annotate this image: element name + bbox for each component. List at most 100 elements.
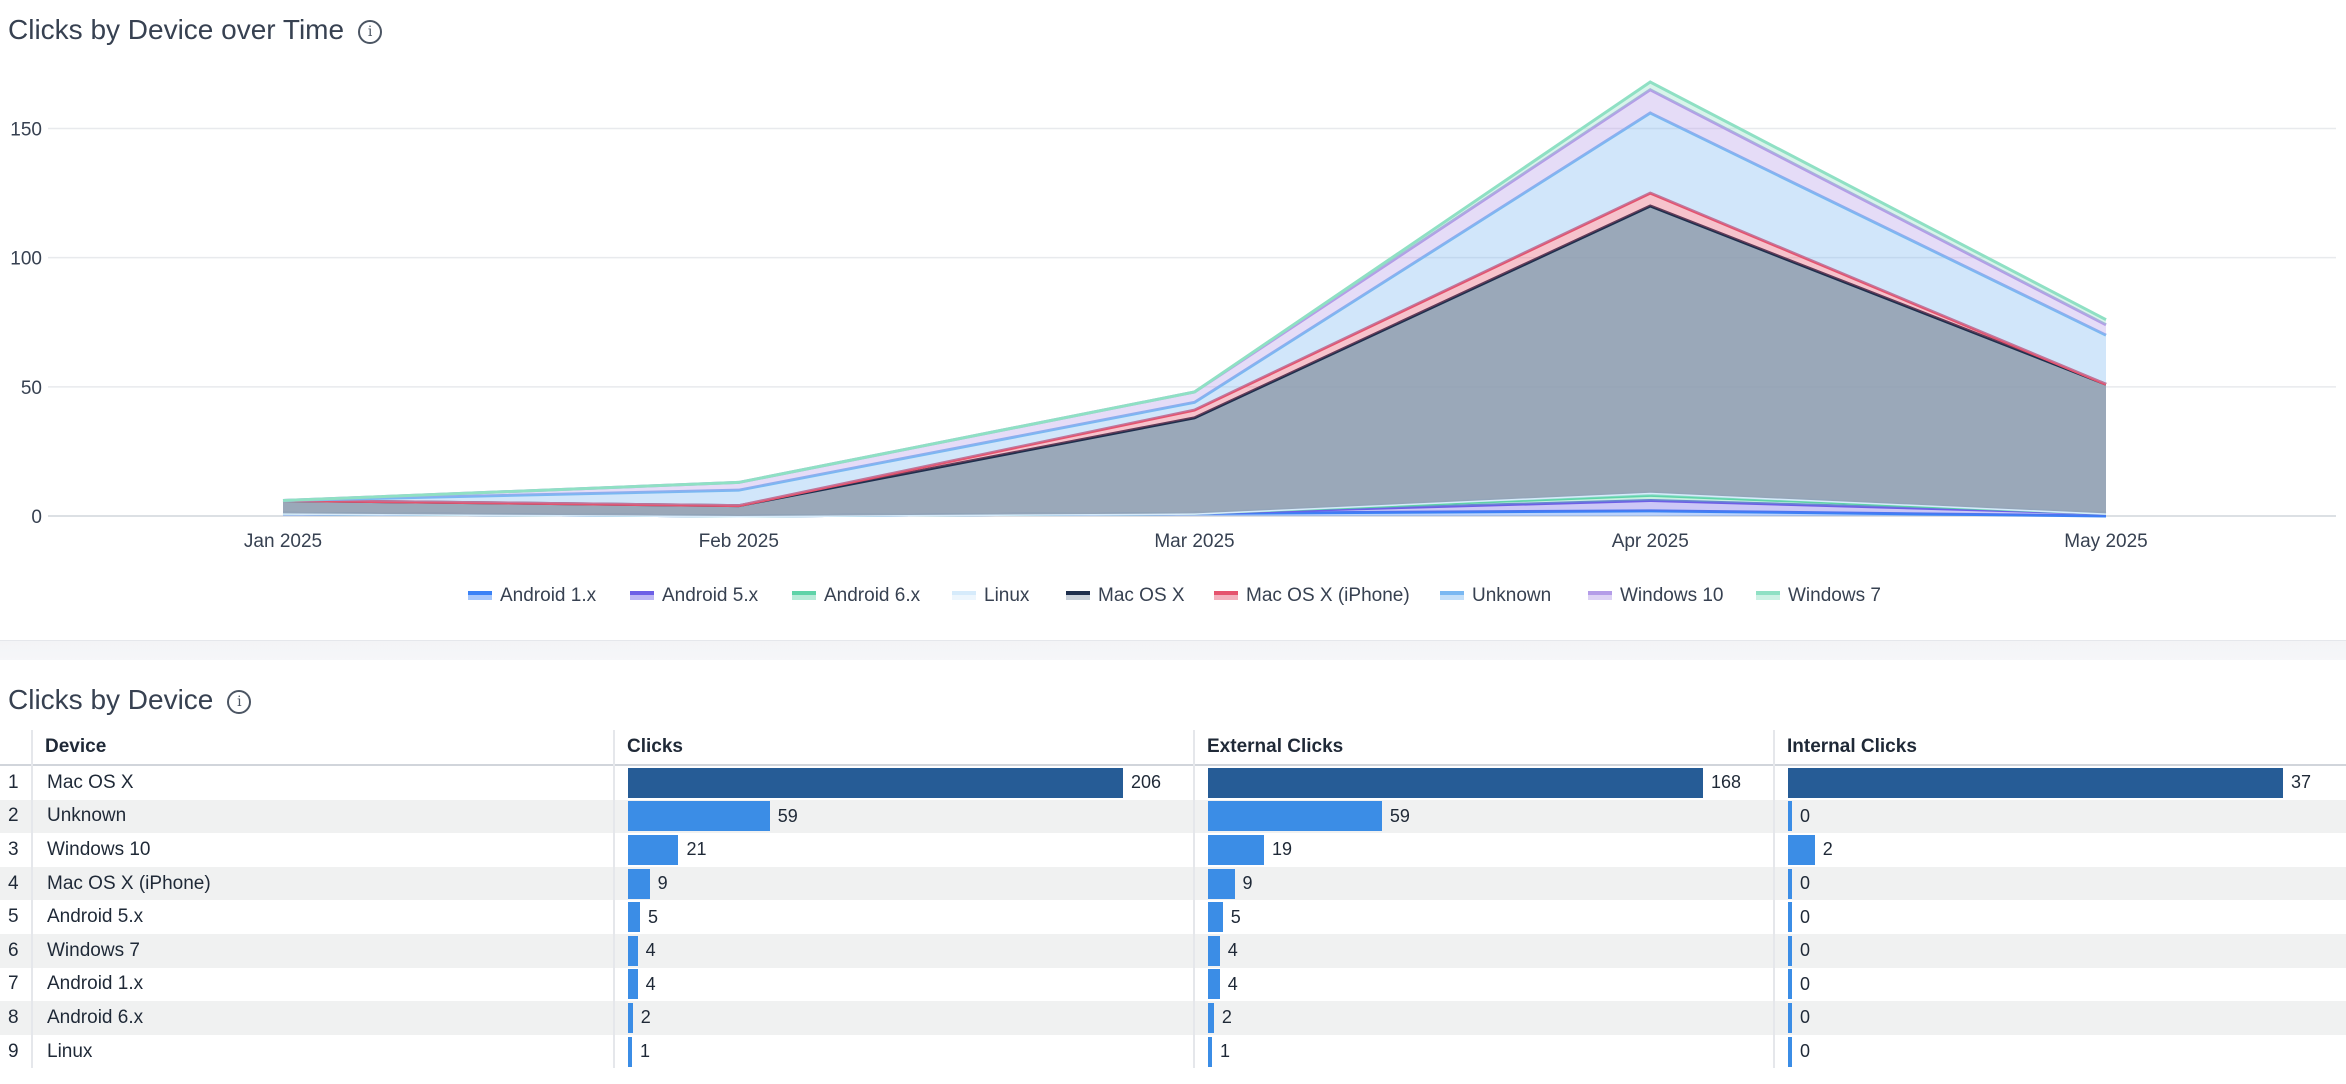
- clicks-bar: [628, 767, 1123, 798]
- line-linux: [282, 491, 2107, 518]
- area-android-5-x: [283, 500, 2106, 516]
- x-tick-label: Mar 2025: [1154, 531, 1234, 552]
- clicks-bar: [628, 902, 640, 933]
- legend-item-windows-10[interactable]: Windows 10: [1588, 585, 1724, 606]
- clicks-value: 59: [777, 805, 798, 826]
- info-icon[interactable]: i: [358, 20, 383, 44]
- legend-swatch-fill: [792, 595, 816, 600]
- external-value: 2: [1221, 1007, 1232, 1028]
- legend-item-unknown[interactable]: Unknown: [1440, 585, 1551, 606]
- clicks-value: 1: [640, 1041, 651, 1062]
- legend-item-android-6-x[interactable]: Android 6.x: [792, 585, 921, 606]
- column-header-device[interactable]: Device: [31, 730, 614, 765]
- y-tick-label: 100: [10, 249, 42, 270]
- external-cell: 5: [1193, 900, 1774, 934]
- legend-swatch-fill: [1066, 595, 1090, 600]
- table-row[interactable]: 1 Mac OS X 206 168 37: [0, 765, 2346, 800]
- legend-item-android-1-x[interactable]: Android 1.x: [468, 585, 597, 606]
- external-bar: [1208, 868, 1235, 899]
- legend-swatch-fill: [468, 595, 492, 600]
- area-android-6-x: [283, 495, 2106, 516]
- table-row[interactable]: 2 Unknown 59 59 0: [0, 799, 2346, 834]
- panel-divider: [0, 640, 2346, 661]
- table-row[interactable]: 7 Android 1.x 4 4 0: [0, 967, 2346, 1002]
- internal-bar: [1788, 1036, 1792, 1067]
- external-value: 59: [1389, 805, 1410, 826]
- legend-label: Mac OS X: [1098, 585, 1185, 606]
- internal-bar: [1788, 767, 2283, 798]
- internal-bar: [1788, 1002, 1792, 1033]
- row-index: 8: [0, 1001, 32, 1035]
- external-bar: [1208, 1002, 1214, 1033]
- table-row[interactable]: 3 Windows 10 21 19 2: [0, 833, 2346, 867]
- legend-item-mac-os-x-iphone-[interactable]: Mac OS X (iPhone): [1214, 585, 1410, 606]
- legend-item-mac-os-x[interactable]: Mac OS X: [1066, 585, 1185, 606]
- internal-cell: 0: [1773, 900, 2346, 934]
- column-header-external-clicks[interactable]: External Clicks: [1193, 730, 1774, 765]
- clicks-cell: 5: [613, 900, 1194, 934]
- legend-swatch: [630, 591, 654, 595]
- legend-item-windows-7[interactable]: Windows 7: [1756, 585, 1881, 606]
- external-cell: 9: [1193, 866, 1774, 901]
- x-tick-label: Jan 2025: [244, 531, 322, 552]
- table-row[interactable]: 5 Android 5.x 5 5 0: [0, 900, 2346, 934]
- table-row[interactable]: 8 Android 6.x 2 2 0: [0, 1001, 2346, 1035]
- legend-item-linux[interactable]: Linux: [952, 585, 1030, 606]
- clicks-bar: [628, 969, 638, 1000]
- external-value: 9: [1242, 873, 1253, 894]
- device-name: Unknown: [31, 799, 614, 834]
- legend-swatch-fill: [630, 595, 654, 600]
- external-value: 5: [1230, 906, 1241, 927]
- legend-item-android-5-x[interactable]: Android 5.x: [630, 585, 759, 606]
- legend-swatch-fill: [952, 595, 976, 600]
- table-row[interactable]: 9 Linux 1 1 0: [0, 1034, 2346, 1069]
- external-bar: [1208, 935, 1220, 966]
- internal-bar: [1788, 868, 1792, 899]
- legend-swatch: [792, 591, 816, 595]
- clicks-cell: 59: [613, 799, 1194, 834]
- index-header: [0, 730, 32, 765]
- external-bar: [1208, 767, 1703, 798]
- clicks-value: 206: [1131, 772, 1162, 793]
- x-tick-label: Feb 2025: [699, 531, 779, 552]
- column-header-internal-clicks[interactable]: Internal Clicks: [1773, 730, 2346, 765]
- external-cell: 4: [1193, 933, 1774, 968]
- clicks-bar: [628, 868, 650, 899]
- row-index: 5: [8, 906, 19, 928]
- row-index: 6: [0, 933, 32, 968]
- external-value: 168: [1711, 772, 1742, 793]
- clicks-cell: 2: [613, 1001, 1194, 1035]
- internal-bar: [1788, 902, 1792, 933]
- line-unknown: [282, 111, 2107, 502]
- legend-swatch-fill: [1588, 595, 1612, 600]
- device-name: Windows 10: [31, 833, 614, 867]
- external-value: 4: [1227, 940, 1238, 961]
- legend-label: Unknown: [1472, 585, 1551, 606]
- table-row[interactable]: 4 Mac OS X (iPhone) 9 9 0: [0, 866, 2346, 901]
- internal-value: 37: [2291, 772, 2312, 793]
- y-tick-label: 150: [10, 120, 42, 141]
- chart-panel: Clicks by Device over Time i 0 50 100 150 Jan…: [8, 14, 2336, 606]
- legend-swatch-fill: [1440, 595, 1464, 600]
- external-value: 4: [1227, 973, 1238, 994]
- internal-value: 0: [1800, 906, 1811, 927]
- table-header-row: Device Clicks External Clicks Internal C…: [0, 730, 2346, 765]
- column-header-clicks[interactable]: Clicks: [613, 730, 1194, 765]
- legend-label: Android 6.x: [824, 585, 921, 606]
- row-index: 9: [8, 1040, 19, 1062]
- row-index: 1: [8, 771, 19, 793]
- legend-swatch: [952, 591, 976, 595]
- legend-swatch: [1588, 591, 1612, 595]
- info-icon[interactable]: i: [227, 690, 252, 714]
- legend-label: Android 1.x: [500, 585, 597, 606]
- internal-value: 0: [1800, 873, 1811, 894]
- row-index: 7: [8, 973, 19, 995]
- internal-bar: [1788, 969, 1792, 1000]
- y-tick-label: 50: [21, 378, 42, 399]
- external-cell: 19: [1193, 833, 1774, 867]
- area-chart: 0 50 100 150 Jan 2025 Feb 2025 Mar 2025 Apr 202…: [10, 80, 2336, 606]
- legend-label: Linux: [984, 585, 1030, 606]
- table-row[interactable]: 6 Windows 7 4 4 0: [0, 933, 2346, 968]
- clicks-cell: 1: [613, 1034, 1194, 1069]
- device-name: Android 5.x: [31, 900, 614, 934]
